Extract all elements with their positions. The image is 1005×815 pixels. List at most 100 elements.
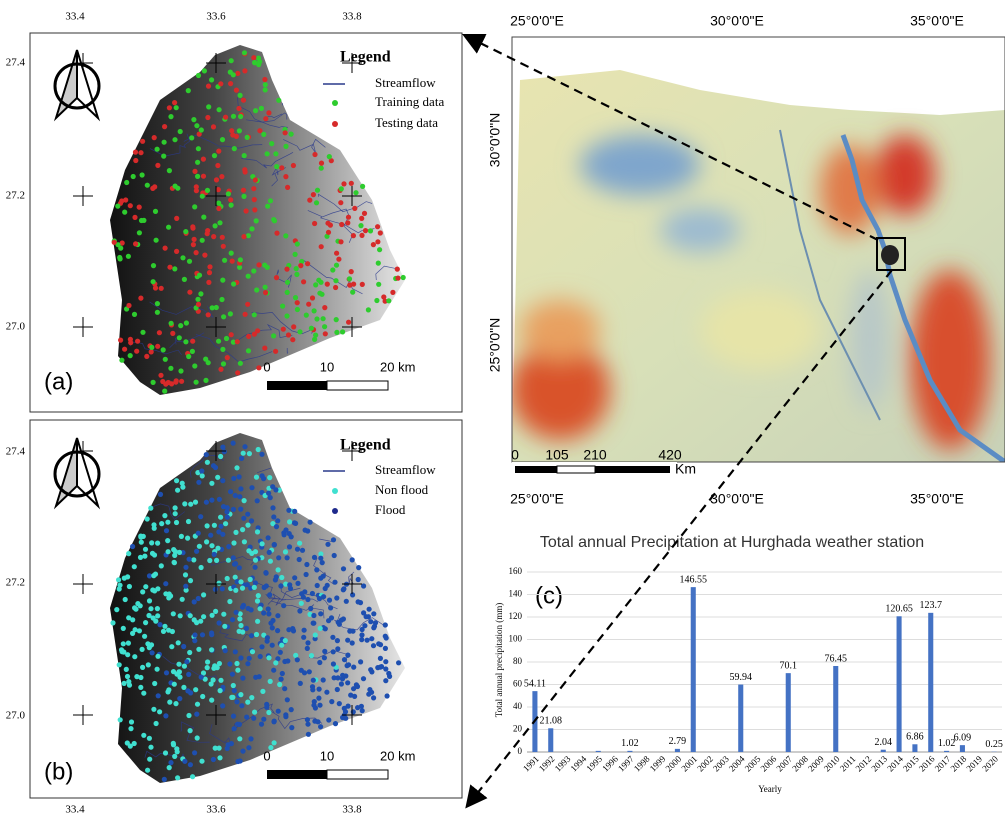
sample-point [128,726,133,731]
sample-point [174,249,179,254]
sample-point [151,707,156,712]
lon-tick: 33.6 [206,11,226,23]
sample-point [177,669,182,674]
sample-point [353,190,358,195]
sample-point [139,540,144,545]
sample-point [199,127,204,132]
sample-point [153,619,158,624]
sample-point [285,555,290,560]
sample-point [275,628,280,633]
sample-point [197,544,202,549]
sample-point [152,681,157,686]
lon-tick: 30°0'0"E [710,13,764,29]
sample-point [142,634,147,639]
legend-item: Non flood [375,482,429,497]
sample-point [128,340,133,345]
sample-point [283,638,288,643]
sample-point [180,481,185,486]
sample-point [377,247,382,252]
sample-point [240,676,245,681]
sample-point [144,354,149,359]
sample-point [313,632,318,637]
sample-point [345,680,350,685]
sample-point [235,339,240,344]
sample-point [312,221,317,226]
sample-point [238,486,243,491]
sample-point [338,200,343,205]
sample-point [125,740,130,745]
sample-point [306,302,311,307]
sample-point [322,649,327,654]
sample-point [262,346,267,351]
sample-point [151,573,156,578]
sample-point [237,474,242,479]
sample-point [317,660,322,665]
sample-point [291,324,296,329]
sample-point [177,550,182,555]
sample-point [240,605,245,610]
sample-point [360,282,365,287]
sample-point [272,542,277,547]
y-tick-label: 80 [513,656,523,666]
sample-point [173,380,178,385]
sample-point [190,349,195,354]
data-label: 6.09 [954,732,972,743]
sample-point [339,618,344,623]
sample-point [238,507,243,512]
sample-point [234,465,239,470]
sample-point [365,638,370,643]
sample-point [206,84,211,89]
lat-tick: 27.0 [6,710,26,722]
sample-point [187,290,192,295]
sample-point [269,141,274,146]
sample-point [188,728,193,733]
panel-label: (a) [44,368,73,395]
sample-point [194,250,199,255]
sample-point [239,456,244,461]
sample-point [254,475,259,480]
sample-point [273,349,278,354]
sample-point [151,522,156,527]
sample-point [167,591,172,596]
y-tick-label: 0 [518,746,523,756]
sample-point [165,538,170,543]
sample-point [274,275,279,280]
sample-point [324,690,329,695]
sample-point [343,716,348,721]
data-label: 2.79 [669,736,687,747]
sample-point [316,278,321,283]
sample-point [293,252,298,257]
sample-point [149,345,154,350]
sample-point [201,215,206,220]
x-tick-label: 2017 [933,753,953,773]
sample-point [155,586,160,591]
sample-point [200,473,205,478]
sample-point [275,613,280,618]
sample-point [171,742,176,747]
data-label: 6.86 [906,732,924,743]
sample-point [285,290,290,295]
sample-point [307,198,312,203]
sample-point [247,656,252,661]
sample-point [216,201,221,206]
lat-tick: 27.2 [6,190,25,202]
sample-point [226,191,231,196]
sample-point [162,140,167,145]
sample-point [183,584,188,589]
sample-point [273,487,278,492]
sample-point [378,656,383,661]
sample-point [236,106,241,111]
sample-point [118,717,123,722]
sample-point [187,259,192,264]
sample-point [317,687,322,692]
sample-point [230,695,235,700]
sample-point [141,691,146,696]
sample-point [218,678,223,683]
sample-point [217,220,222,225]
sample-point [251,55,256,60]
sample-point [242,444,247,449]
sample-point [299,601,304,606]
sample-point [138,685,143,690]
sample-point [235,759,240,764]
sample-point [286,332,291,337]
